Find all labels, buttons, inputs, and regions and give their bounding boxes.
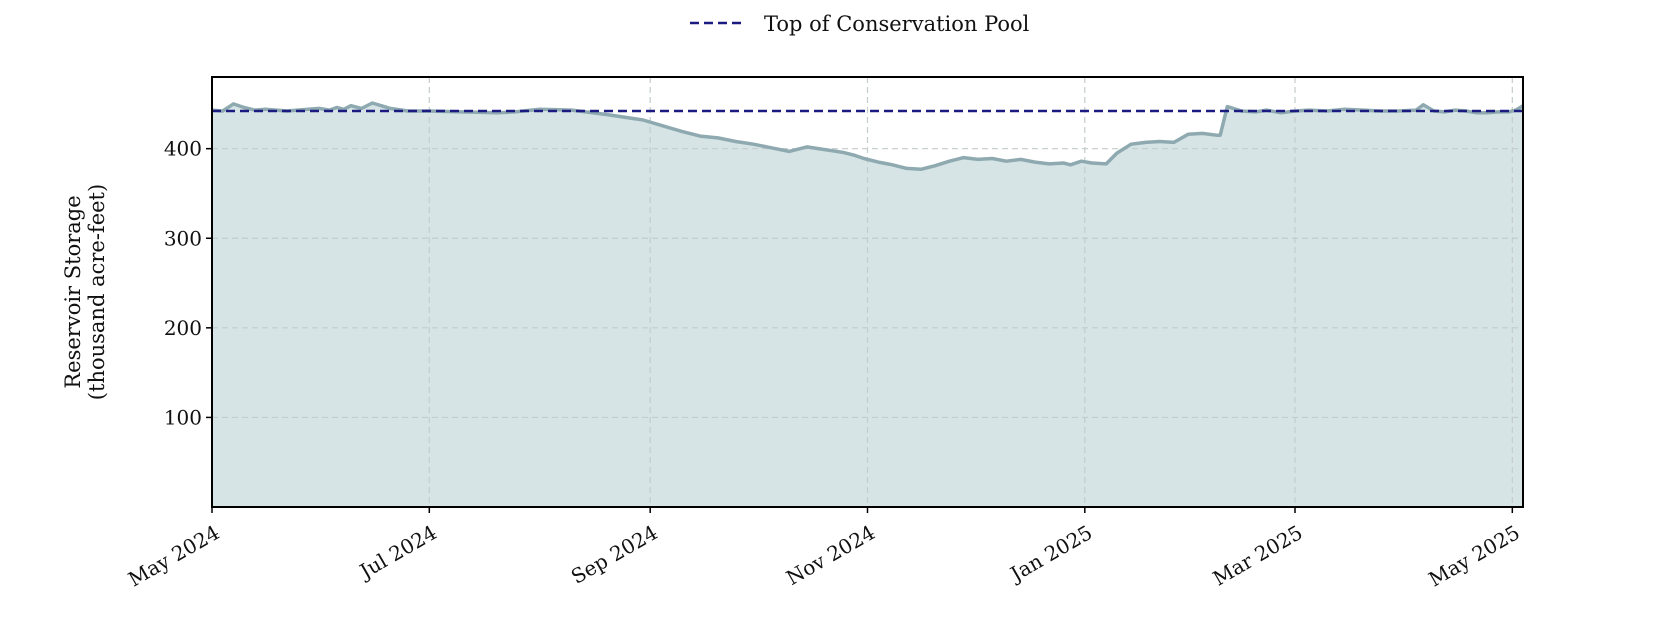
plot-area [211, 77, 1524, 507]
storage-line [211, 101, 1524, 172]
y-tick-label: 200 [164, 316, 202, 340]
x-tick-label: Sep 2024 [567, 520, 662, 589]
x-tick-label: Jul 2024 [354, 520, 441, 584]
x-tick-label: Jan 2025 [1005, 520, 1097, 587]
x-tick-label: May 2024 [124, 520, 223, 591]
y-tick-label: 300 [164, 226, 202, 250]
y-axis-title: Reservoir Storage(thousand acre-feet) [61, 184, 109, 400]
storage-area-fill [212, 103, 1523, 507]
y-tick-label: 400 [164, 137, 202, 161]
legend-label: Top of Conservation Pool [764, 12, 1030, 36]
x-tick-label: Mar 2025 [1209, 520, 1307, 590]
y-axis-title-line: Reservoir Storage [61, 195, 85, 388]
y-tick-label: 100 [164, 405, 202, 429]
y-axis-title-line: (thousand acre-feet) [85, 184, 109, 400]
x-tick-label: May 2025 [1424, 520, 1523, 591]
legend: Top of Conservation Pool [690, 12, 1030, 36]
x-tick-label: Nov 2024 [782, 520, 879, 590]
